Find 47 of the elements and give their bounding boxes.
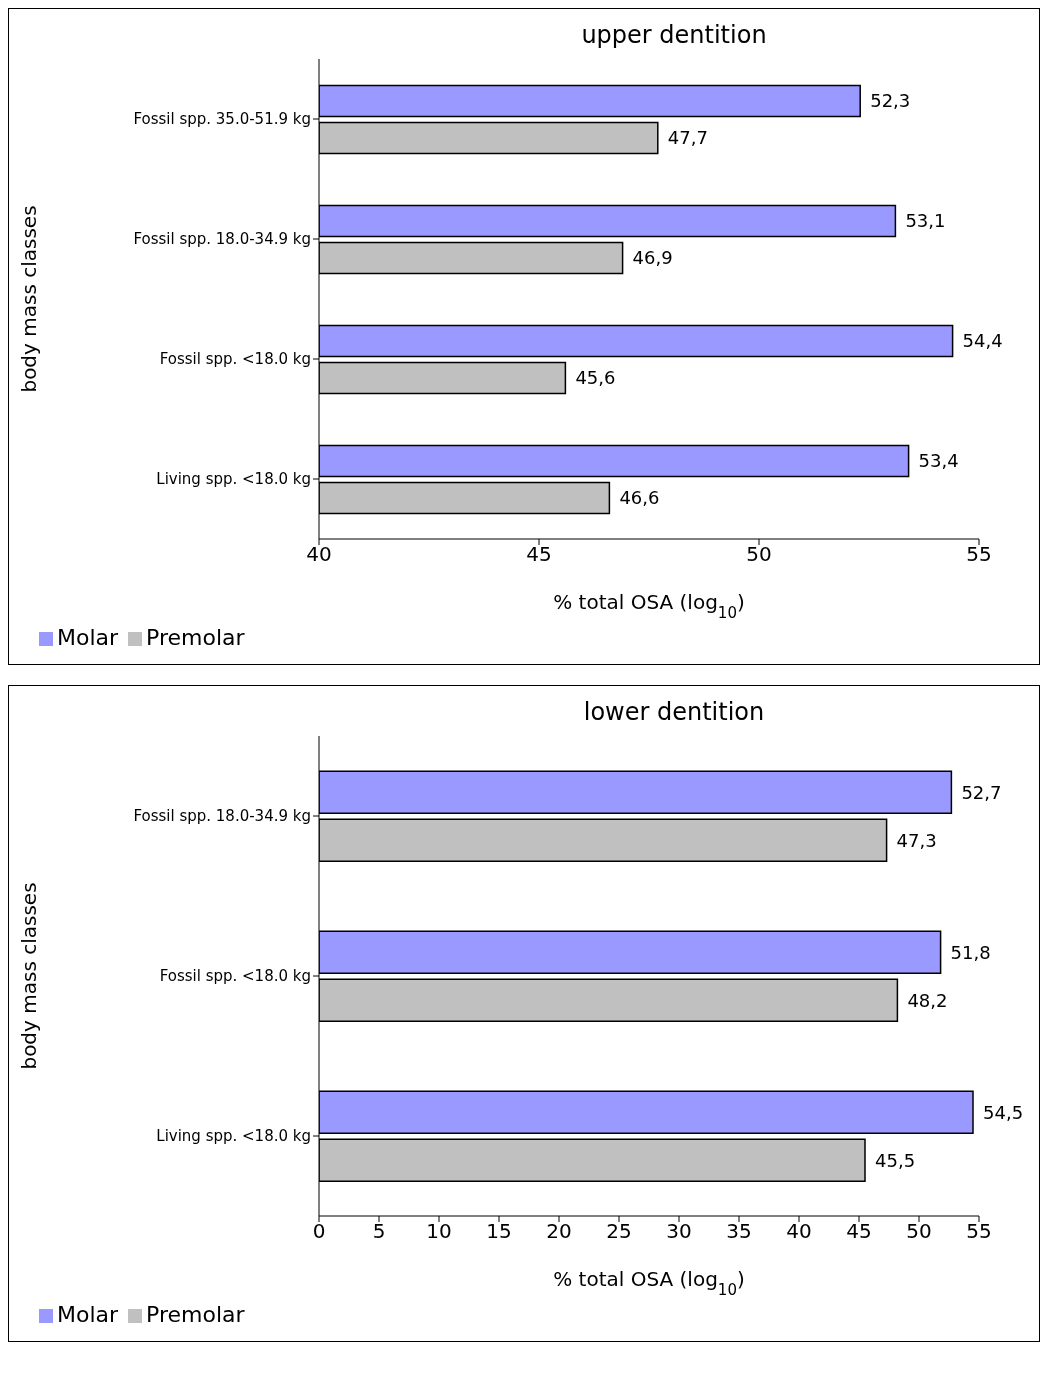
y-tick-label: Fossil spp. <18.0 kg — [159, 967, 311, 986]
x-tick-label: 50 — [746, 542, 772, 567]
data-label: 52,3 — [870, 90, 911, 112]
x-tick-label: 45 — [526, 542, 552, 567]
x-tick-label: 15 — [486, 1219, 512, 1244]
data-label: 51,8 — [950, 941, 991, 963]
x-tick-label: 5 — [372, 1219, 386, 1244]
legend-label: Premolar — [146, 625, 245, 650]
legend-label: Molar — [57, 1302, 119, 1327]
x-tick-label: 40 — [306, 542, 332, 567]
data-label: 53,4 — [918, 450, 959, 472]
chart-title: lower dentition — [582, 698, 766, 726]
data-label: 45,6 — [575, 367, 616, 389]
data-label: 47,3 — [896, 829, 937, 851]
y-tick-label: Fossil spp. 18.0-34.9 kg — [133, 230, 311, 249]
x-tick-label: 25 — [606, 1219, 632, 1244]
data-label: 45,5 — [875, 1149, 916, 1171]
x-tick-label: 0 — [312, 1219, 326, 1244]
chart-title: upper dentition — [580, 21, 768, 49]
y-axis-title: body mass classes — [17, 205, 42, 393]
data-label: 53,1 — [905, 210, 946, 232]
y-tick-label: Fossil spp. 18.0-34.9 kg — [133, 807, 311, 826]
x-tick-label: 30 — [666, 1219, 692, 1244]
data-label: 48,2 — [907, 989, 948, 1011]
x-tick-label: 20 — [546, 1219, 572, 1244]
x-tick-label: 55 — [966, 542, 992, 567]
legend-label: Premolar — [146, 1302, 245, 1327]
y-tick-label: Living spp. <18.0 kg — [156, 470, 311, 489]
x-axis-title: % total OSA (log$_{10}$) — [553, 590, 745, 622]
data-label: 54,4 — [962, 330, 1003, 352]
data-label: 52,7 — [961, 781, 1002, 803]
y-tick-label: Fossil spp. 35.0-51.9 kg — [133, 110, 311, 129]
y-tick-label: Living spp. <18.0 kg — [156, 1127, 311, 1146]
y-tick-label: Fossil spp. <18.0 kg — [159, 350, 311, 369]
data-label: 46,9 — [632, 247, 673, 269]
x-tick-label: 35 — [726, 1219, 752, 1244]
legend-label: Molar — [57, 625, 119, 650]
data-label: 54,5 — [983, 1101, 1024, 1123]
x-tick-label: 10 — [426, 1219, 452, 1244]
x-tick-label: 50 — [906, 1219, 932, 1244]
x-tick-label: 45 — [846, 1219, 872, 1244]
y-axis-title: body mass classes — [17, 882, 42, 1070]
x-tick-label: 55 — [966, 1219, 992, 1244]
data-label: 46,6 — [619, 487, 660, 509]
x-axis-title: % total OSA (log$_{10}$) — [553, 1267, 745, 1299]
x-tick-label: 40 — [786, 1219, 812, 1244]
data-label: 47,7 — [667, 127, 708, 149]
